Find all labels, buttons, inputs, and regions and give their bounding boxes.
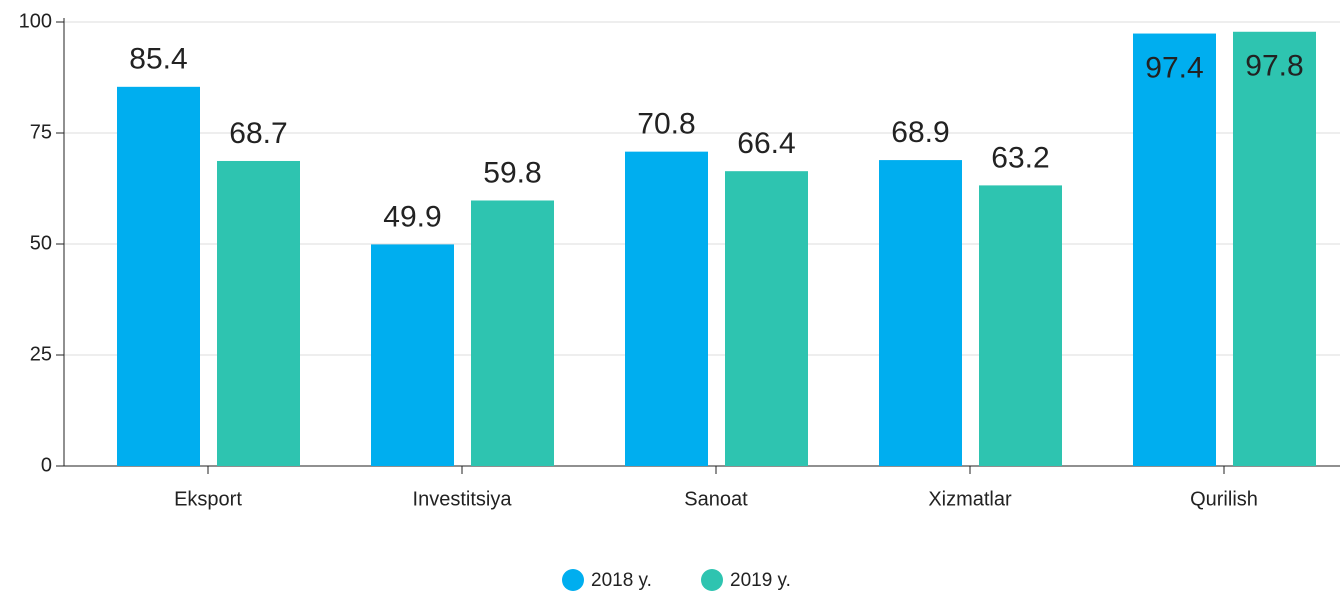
x-tick-label: Eksport <box>174 488 242 510</box>
value-label: 97.4 <box>1145 51 1203 84</box>
y-tick-label: 0 <box>41 454 52 476</box>
value-label: 68.9 <box>891 116 949 149</box>
legend-label: 2018 y. <box>591 570 652 591</box>
bar <box>217 160 300 467</box>
bar <box>471 200 554 466</box>
bar <box>879 160 962 467</box>
legend-swatch <box>562 569 584 591</box>
legend-label: 2019 y. <box>730 570 791 591</box>
x-tick-label: Sanoat <box>684 488 748 510</box>
bar <box>117 86 200 466</box>
value-label: 85.4 <box>129 43 187 76</box>
value-label: 66.4 <box>737 127 795 160</box>
bar <box>625 151 708 466</box>
value-label: 70.8 <box>637 108 695 141</box>
bar <box>1133 33 1216 466</box>
value-label: 49.9 <box>383 200 441 233</box>
x-tick-label: Xizmatlar <box>928 488 1012 510</box>
value-label: 59.8 <box>483 156 541 189</box>
value-label: 68.7 <box>229 117 287 150</box>
x-tick-label: Qurilish <box>1190 488 1258 510</box>
bar <box>1233 31 1316 466</box>
value-label: 63.2 <box>991 141 1049 174</box>
y-tick-label: 50 <box>30 232 52 254</box>
bar <box>979 185 1062 466</box>
y-tick-label: 100 <box>19 10 52 32</box>
bar <box>725 171 808 466</box>
value-label: 97.8 <box>1245 50 1303 83</box>
y-tick-label: 25 <box>30 343 52 365</box>
bar <box>371 244 454 466</box>
x-tick-label: Investitsiya <box>413 488 513 510</box>
y-tick-label: 75 <box>30 121 52 143</box>
legend-swatch <box>701 569 723 591</box>
